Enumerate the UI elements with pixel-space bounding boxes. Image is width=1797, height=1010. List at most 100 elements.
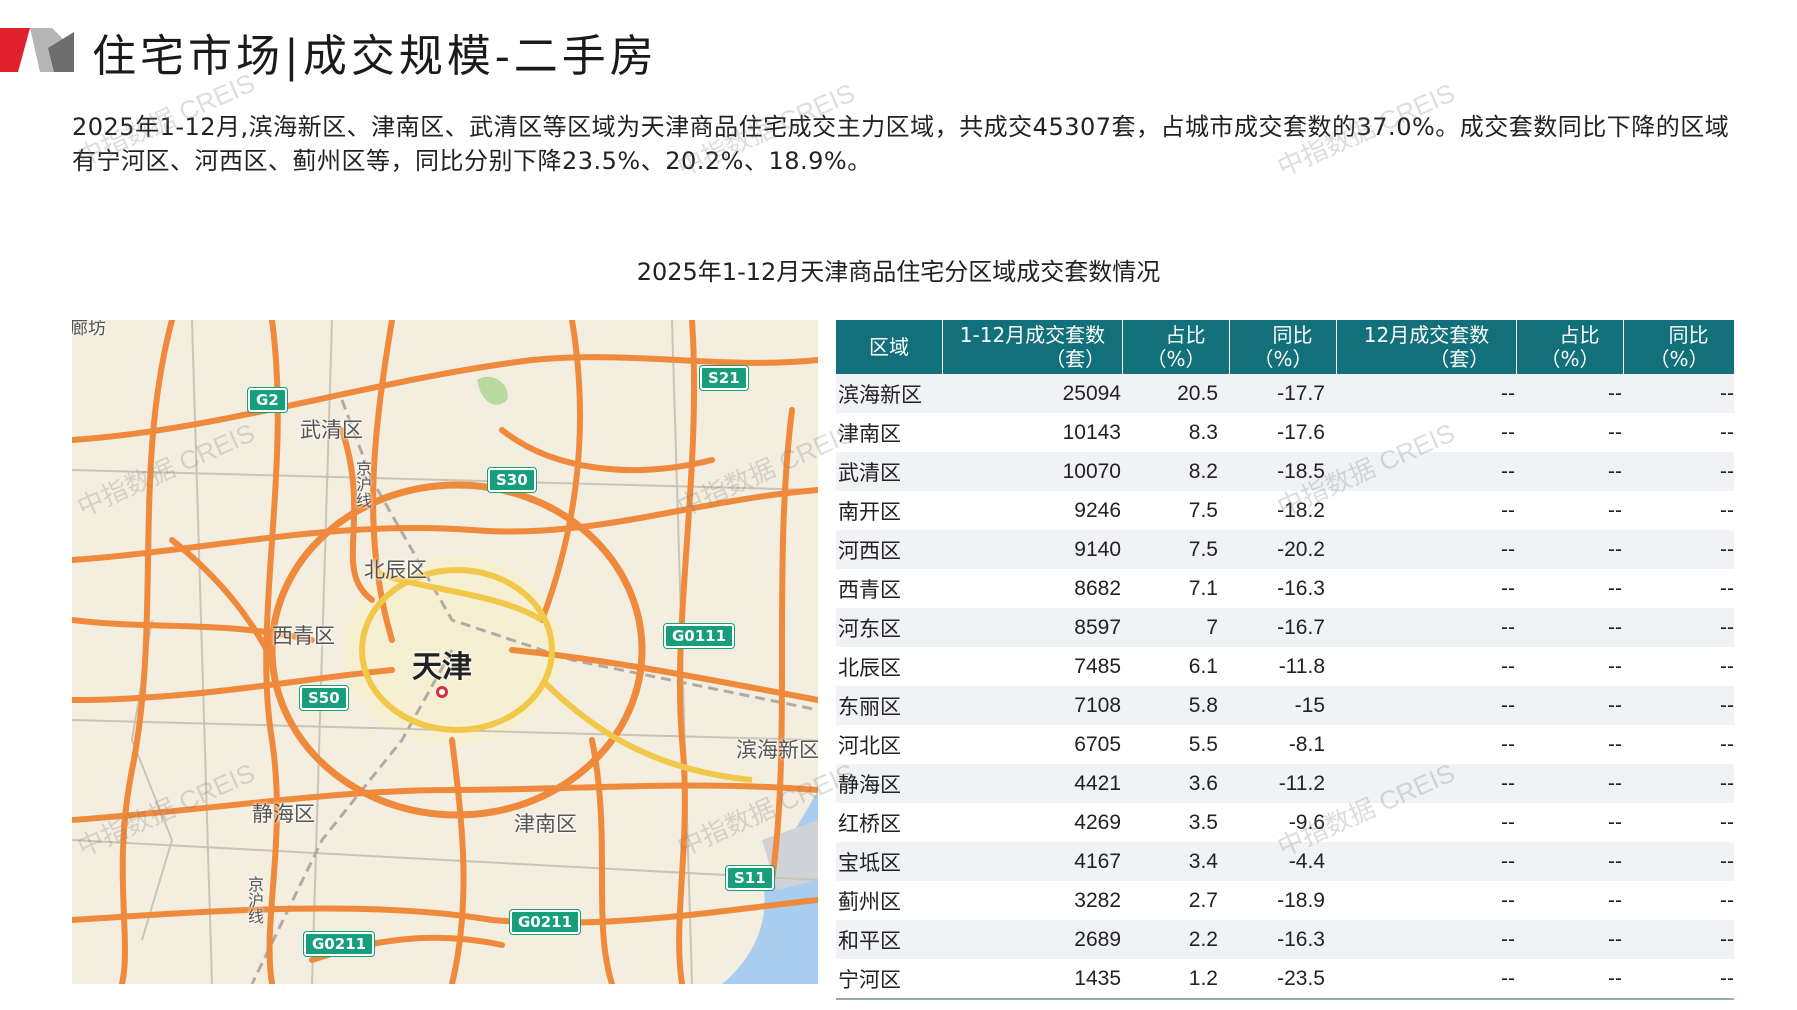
- cell-value: --: [1608, 849, 1622, 873]
- cell-district: 河东区: [838, 616, 901, 641]
- cell-value: --: [1720, 927, 1734, 951]
- table-row: 南开区 9246 7.5 -18.2 -- -- --: [836, 491, 1734, 530]
- shield-g2: G2: [248, 388, 287, 412]
- cell-value: --: [1501, 732, 1515, 756]
- table-row: 红桥区 4269 3.5 -9.6 -- -- --: [836, 803, 1734, 842]
- cell-value: -11.2: [1278, 771, 1325, 795]
- cell-district: 红桥区: [838, 811, 901, 836]
- table-row: 西青区 8682 7.1 -16.3 -- -- --: [836, 569, 1734, 608]
- shield-s50: S50: [300, 686, 348, 710]
- cell-value: -16.3: [1277, 927, 1325, 951]
- cell-value: -18.5: [1277, 459, 1325, 483]
- cell-value: 10070: [1062, 459, 1121, 483]
- cell-district: 蓟州区: [838, 889, 901, 914]
- table-row: 津南区 10143 8.3 -17.6 -- -- --: [836, 413, 1734, 452]
- cell-district: 东丽区: [838, 694, 901, 719]
- map-label-binhai: 滨海新区: [736, 738, 818, 762]
- cell-value: --: [1720, 576, 1734, 600]
- cell-district: 西青区: [838, 577, 901, 602]
- table-row: 静海区 4421 3.6 -11.2 -- -- --: [836, 764, 1734, 803]
- cell-value: --: [1720, 732, 1734, 756]
- map-label-langfang: 廊坊: [72, 320, 106, 339]
- cell-value: --: [1608, 693, 1622, 717]
- cell-district: 滨海新区: [838, 382, 922, 407]
- header-jan-dec-share: 占比 （%）: [1123, 320, 1230, 374]
- cell-value: --: [1501, 381, 1515, 405]
- cell-value: -4.4: [1288, 849, 1325, 873]
- shield-g0211-b: G0211: [304, 932, 375, 956]
- table-body: 滨海新区 25094 20.5 -17.7 -- -- -- 津南区 10143 8.3 -17.6…: [836, 374, 1734, 998]
- cell-value: --: [1608, 771, 1622, 795]
- cell-district: 武清区: [838, 460, 901, 485]
- cell-value: 3.5: [1188, 810, 1218, 834]
- cell-value: --: [1608, 888, 1622, 912]
- cell-district: 河西区: [838, 538, 901, 563]
- map-graphic: [72, 320, 818, 984]
- cell-value: --: [1501, 693, 1515, 717]
- cell-value: 2689: [1074, 927, 1121, 951]
- shield-g0111: G0111: [664, 624, 735, 648]
- header-dec-units: 12月成交套数 （套）: [1337, 320, 1517, 374]
- cell-district: 宝坻区: [838, 850, 901, 875]
- cell-value: 6705: [1074, 732, 1121, 756]
- cell-value: -15: [1294, 693, 1325, 717]
- map-label-jinghai: 静海区: [252, 802, 315, 826]
- cell-value: 2.2: [1188, 927, 1218, 951]
- cell-value: 8597: [1074, 615, 1121, 639]
- cell-value: --: [1608, 654, 1622, 678]
- table-row: 东丽区 7108 5.8 -15 -- -- --: [836, 686, 1734, 725]
- page-title: 住宅市场|成交规模-二手房: [92, 31, 658, 82]
- map-label-jinghu-rail-bottom: 京沪线: [245, 876, 264, 924]
- cell-value: --: [1608, 927, 1622, 951]
- cell-value: 7.1: [1188, 576, 1218, 600]
- cell-value: 20.5: [1177, 381, 1218, 405]
- cell-value: --: [1608, 966, 1622, 990]
- cell-value: --: [1501, 459, 1515, 483]
- map-city-tianjin: 天津: [412, 650, 472, 685]
- header-district: 区域: [836, 320, 943, 374]
- shield-s21: S21: [700, 366, 748, 390]
- cell-value: -16.7: [1277, 615, 1325, 639]
- intro-paragraph: 2025年1-12月,滨海新区、津南区、武清区等区域为天津商品住宅成交主力区域，…: [72, 113, 1730, 175]
- cell-value: 4167: [1074, 849, 1121, 873]
- header-jan-dec-units: 1-12月成交套数 （套）: [943, 320, 1123, 374]
- cell-value: --: [1501, 966, 1515, 990]
- cell-value: --: [1501, 498, 1515, 522]
- cell-district: 河北区: [838, 733, 901, 758]
- cell-value: 7.5: [1188, 537, 1218, 561]
- cell-value: --: [1720, 498, 1734, 522]
- table-row: 宁河区 1435 1.2 -23.5 -- -- --: [836, 959, 1734, 998]
- table-row: 河西区 9140 7.5 -20.2 -- -- --: [836, 530, 1734, 569]
- cell-value: --: [1720, 771, 1734, 795]
- table-row: 武清区 10070 8.2 -18.5 -- -- --: [836, 452, 1734, 491]
- cell-value: --: [1608, 498, 1622, 522]
- cell-value: --: [1501, 537, 1515, 561]
- header-dec-share: 占比 （%）: [1517, 320, 1624, 374]
- cell-value: --: [1720, 810, 1734, 834]
- shield-s11: S11: [726, 866, 774, 890]
- cell-value: -9.6: [1288, 810, 1325, 834]
- table-row: 河北区 6705 5.5 -8.1 -- -- --: [836, 725, 1734, 764]
- city-marker-icon: [436, 686, 448, 698]
- table-row: 河东区 8597 7 -16.7 -- -- --: [836, 608, 1734, 647]
- cell-value: 2.7: [1188, 888, 1218, 912]
- cell-district: 南开区: [838, 499, 901, 524]
- cell-value: -17.6: [1277, 420, 1325, 444]
- cell-value: --: [1608, 615, 1622, 639]
- cell-district: 和平区: [838, 928, 901, 953]
- cell-value: 8.3: [1188, 420, 1218, 444]
- cell-value: --: [1608, 420, 1622, 444]
- cell-district: 津南区: [838, 421, 901, 446]
- cell-value: --: [1608, 810, 1622, 834]
- cell-value: --: [1501, 888, 1515, 912]
- cell-value: 8.2: [1188, 459, 1218, 483]
- cell-value: -17.7: [1277, 381, 1325, 405]
- cell-value: -23.5: [1277, 966, 1325, 990]
- cell-value: --: [1501, 576, 1515, 600]
- cell-value: 1.2: [1188, 966, 1218, 990]
- cell-value: 7485: [1074, 654, 1121, 678]
- cell-value: --: [1720, 459, 1734, 483]
- cell-value: -18.9: [1277, 888, 1325, 912]
- cell-value: 1435: [1074, 966, 1121, 990]
